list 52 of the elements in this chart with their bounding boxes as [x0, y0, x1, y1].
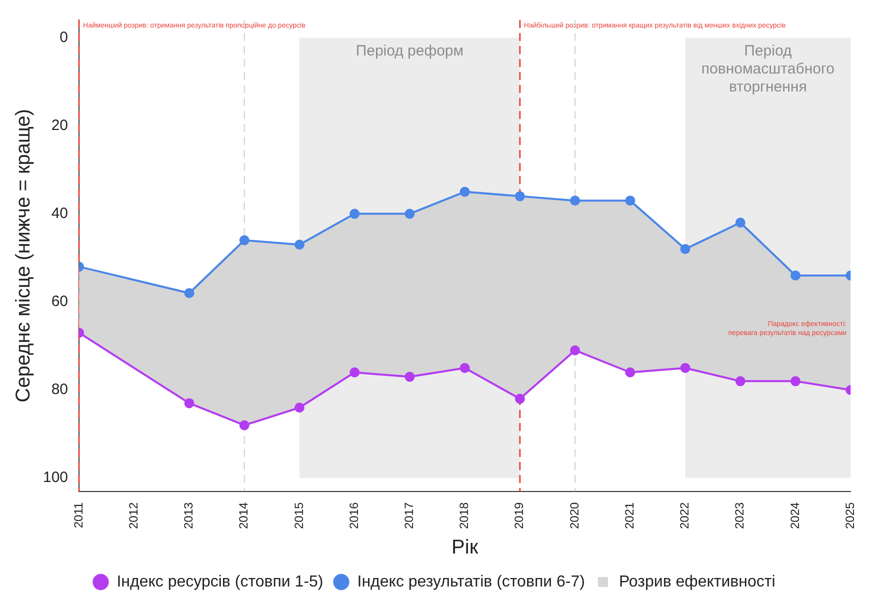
point: [184, 398, 194, 408]
band-label: Період реформ: [356, 42, 464, 60]
x-tick-label: 2013: [182, 502, 196, 530]
y-tick-label: 20: [51, 116, 68, 134]
x-tick-label: 2011: [71, 502, 86, 528]
point: [790, 376, 800, 386]
point: [790, 270, 800, 280]
x-tick-label: 2021: [622, 502, 636, 530]
y-tick-label: 80: [51, 381, 68, 398]
legend-label: Розрив ефективності: [618, 573, 776, 590]
point: [514, 191, 525, 202]
x-tick-label: 2023: [732, 502, 747, 530]
point: [460, 362, 470, 373]
x-tick-label: 2015: [292, 502, 306, 530]
y-tick-label: 40: [51, 204, 68, 222]
point: [239, 420, 250, 430]
y-tick-label: 0: [60, 28, 68, 46]
x-tick-label: 2017: [402, 502, 416, 530]
point: [570, 345, 580, 356]
point: [294, 240, 304, 250]
point: [625, 367, 636, 378]
point: [735, 376, 746, 386]
x-tick-label: 2014: [236, 502, 251, 530]
x-axis-title: Рік: [452, 536, 478, 559]
x-tick-label: 2025: [842, 502, 857, 530]
point: [350, 208, 360, 219]
point: [735, 218, 746, 228]
y-tick-label: 60: [51, 293, 68, 310]
point: [625, 196, 636, 206]
x-tick-label: 2022: [678, 502, 692, 530]
point: [404, 372, 415, 382]
point: [350, 367, 360, 378]
legend-label: Індекс результатів (стовпи 6-7): [357, 573, 585, 590]
x-tick-label: 2020: [567, 502, 582, 530]
point: [680, 244, 690, 254]
y-axis-title: Середнє місце (нижче = краще): [12, 108, 35, 402]
x-tick-label: 2019: [512, 502, 526, 530]
x-tick-label: 2024: [788, 502, 802, 530]
point: [294, 402, 304, 413]
point: [570, 196, 580, 206]
x-tick-label: 2012: [126, 502, 140, 530]
point: [239, 235, 250, 246]
legend-label: Індекс ресурсів (стовпи 1-5): [116, 573, 324, 590]
point: [514, 394, 525, 404]
point: [184, 288, 194, 298]
y-tick-label: 100: [42, 469, 68, 486]
point: [680, 362, 690, 373]
band-label: Період повномасштабного вторгнення: [701, 42, 834, 96]
x-tick-label: 2018: [457, 502, 472, 530]
point: [460, 186, 470, 197]
point: [404, 208, 415, 219]
x-tick-label: 2016: [346, 502, 361, 530]
